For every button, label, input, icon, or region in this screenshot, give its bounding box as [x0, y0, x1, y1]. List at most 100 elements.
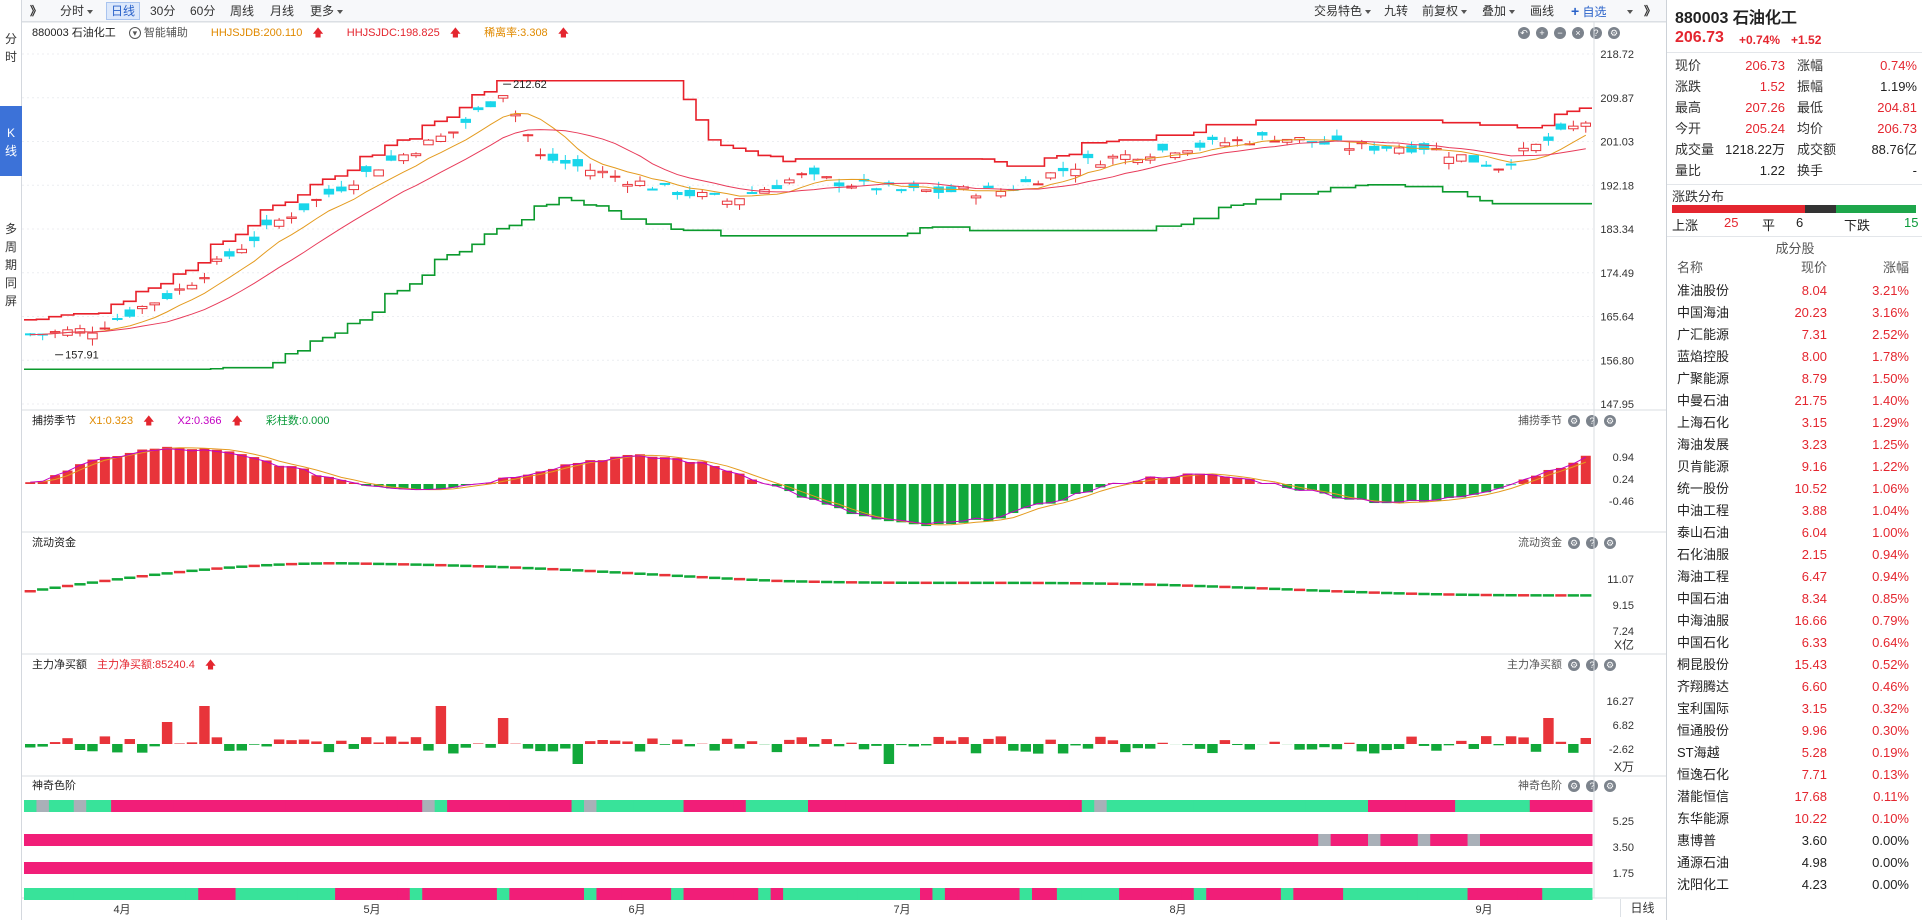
p5-cell	[733, 862, 747, 874]
p5-cell	[148, 888, 162, 900]
constituent-row[interactable]: 泰山石油 6.04 1.00%	[1667, 522, 1922, 544]
help-icon[interactable]: ?	[1586, 780, 1598, 793]
period-monthly[interactable]: 月线	[270, 4, 295, 18]
candle-body	[435, 135, 447, 142]
expand-sidebar-button[interactable]: 》	[30, 4, 43, 18]
tab-intraday[interactable]: 分时	[4, 32, 17, 64]
period-indicator[interactable]: 日线	[1620, 899, 1664, 917]
trade-features-button[interactable]: 交易特色	[1310, 2, 1375, 20]
back-icon[interactable]: ↶	[1518, 27, 1530, 40]
p5-cell	[1467, 834, 1481, 846]
stat-label: 最低	[1797, 100, 1824, 115]
p4-bar	[286, 740, 297, 744]
constituent-row[interactable]: 统一股份 10.52 1.06%	[1667, 478, 1922, 500]
constituent-row[interactable]: 海油工程 6.47 0.94%	[1667, 566, 1922, 588]
col-name[interactable]: 名称	[1677, 260, 1704, 275]
constituent-row[interactable]: 桐昆股份 15.43 0.52%	[1667, 654, 1922, 676]
gear-icon[interactable]: ⚙	[1568, 537, 1580, 550]
nine-turn-button[interactable]: 九转	[1384, 4, 1409, 18]
draw-line-button[interactable]: 画线	[1530, 4, 1555, 18]
collapse-panel-button[interactable]: 》	[1644, 4, 1657, 18]
p5-cell	[1318, 862, 1332, 874]
col-price[interactable]: 现价	[1800, 260, 1827, 275]
col-change[interactable]: 涨幅	[1882, 260, 1909, 275]
p5-cell	[61, 834, 75, 846]
constituent-row[interactable]: 沈阳化工 4.23 0.00%	[1667, 874, 1922, 896]
watchlist-dropdown[interactable]	[1620, 2, 1637, 20]
p5-cell	[1268, 888, 1282, 900]
constituent-row[interactable]: 恒通股份 9.96 0.30%	[1667, 720, 1922, 742]
gear-icon[interactable]: ⚙	[1604, 780, 1616, 793]
p5-cell	[857, 888, 871, 900]
p5-right-title[interactable]: 神奇色阶	[1518, 780, 1562, 792]
p2-bar	[37, 481, 48, 484]
constituent-row[interactable]: 中国石化 6.33 0.64%	[1667, 632, 1922, 654]
p2-right-title[interactable]: 捕捞季节	[1518, 415, 1562, 427]
constituent-row[interactable]: 广汇能源 7.31 2.52%	[1667, 324, 1922, 346]
help-icon[interactable]: ?	[1586, 659, 1598, 672]
p4-right-title[interactable]: 主力净买额	[1507, 659, 1562, 671]
gear-icon[interactable]: ⚙	[1568, 415, 1580, 428]
candle-body	[920, 189, 932, 192]
constituent-row[interactable]: 广聚能源 8.79 1.50%	[1667, 368, 1922, 390]
p2-bar	[1344, 484, 1355, 500]
p2-bar	[448, 484, 459, 488]
constituent-row[interactable]: 潜能恒信 17.68 0.11%	[1667, 786, 1922, 808]
add-watchlist-button[interactable]: + 自选	[1567, 2, 1611, 20]
gear-icon[interactable]: ⚙	[1604, 415, 1616, 428]
constituent-row[interactable]: ST海越 5.28 0.19%	[1667, 742, 1922, 764]
adjust-mode-button[interactable]: 前复权	[1418, 2, 1471, 20]
p5-cell	[509, 888, 523, 900]
constituent-row[interactable]: 宝利国际 3.15 0.32%	[1667, 698, 1922, 720]
constituent-row[interactable]: 中国海油 20.23 3.16%	[1667, 302, 1922, 324]
gear-icon[interactable]: ⚙	[1604, 537, 1616, 550]
p5-cell	[1144, 862, 1157, 874]
more-periods-button[interactable]: 更多	[306, 2, 347, 20]
period-30min[interactable]: 30分	[150, 4, 176, 18]
p5-cell	[322, 834, 336, 846]
smart-assist-toggle[interactable]: ▾ 智能辅助	[128, 27, 198, 40]
zoom-out-icon[interactable]: −	[1554, 27, 1566, 40]
close-icon[interactable]: ×	[1572, 27, 1584, 40]
stock-price: 8.00	[1801, 349, 1827, 364]
p4-netbuy-chart	[24, 706, 1592, 764]
tab-multi-period[interactable]: 多周期同屏	[4, 222, 17, 308]
constituent-row[interactable]: 中海油服 16.66 0.79%	[1667, 610, 1922, 632]
candle-body	[273, 219, 285, 227]
period-daily[interactable]: 日线	[106, 2, 141, 20]
help-icon[interactable]: ?	[1586, 537, 1598, 550]
constituent-row[interactable]: 准油股份 8.04 3.21%	[1667, 280, 1922, 302]
constituent-row[interactable]: 海油发展 3.23 1.25%	[1667, 434, 1922, 456]
constituent-row[interactable]: 中油工程 3.88 1.04%	[1667, 500, 1922, 522]
constituent-row[interactable]: 通源石油 4.98 0.00%	[1667, 852, 1922, 874]
p5-cell	[696, 888, 709, 900]
constituent-row[interactable]: 东华能源 10.22 0.10%	[1667, 808, 1922, 830]
constituent-row[interactable]: 齐翔腾达 6.60 0.46%	[1667, 676, 1922, 698]
p4-bar	[958, 737, 969, 744]
period-60min[interactable]: 60分	[190, 4, 216, 18]
gear-icon[interactable]: ⚙	[1568, 780, 1580, 793]
constituent-row[interactable]: 中国石油 8.34 0.85%	[1667, 588, 1922, 610]
p2-bar	[1182, 473, 1193, 484]
p5-cell	[795, 800, 809, 812]
p3-right-title[interactable]: 流动资金	[1518, 537, 1562, 549]
period-intraday[interactable]: 分时	[56, 2, 97, 20]
gear-icon[interactable]: ⚙	[1604, 659, 1616, 672]
help-icon[interactable]: ?	[1590, 27, 1602, 40]
constituent-row[interactable]: 恒逸石化 7.71 0.13%	[1667, 764, 1922, 786]
tab-kline[interactable]: K线	[0, 106, 22, 176]
overlay-button[interactable]: 叠加	[1478, 2, 1519, 20]
constituent-row[interactable]: 贝肯能源 9.16 1.22%	[1667, 456, 1922, 478]
constituent-row[interactable]: 石化油服 2.15 0.94%	[1667, 544, 1922, 566]
constituent-row[interactable]: 中曼石油 21.75 1.40%	[1667, 390, 1922, 412]
indicator-hhjsjdb: HHJSJDB:200.110 🡅	[211, 27, 334, 39]
p5-cell	[1280, 800, 1294, 812]
gear-icon[interactable]: ⚙	[1568, 659, 1580, 672]
constituent-row[interactable]: 蓝焰控股 8.00 1.78%	[1667, 346, 1922, 368]
constituent-row[interactable]: 上海石化 3.15 1.29%	[1667, 412, 1922, 434]
help-icon[interactable]: ?	[1586, 415, 1598, 428]
zoom-in-icon[interactable]: +	[1536, 27, 1548, 40]
constituent-row[interactable]: 惠博普 3.60 0.00%	[1667, 830, 1922, 852]
gear-icon[interactable]: ⚙	[1608, 27, 1620, 40]
period-weekly[interactable]: 周线	[230, 4, 255, 18]
